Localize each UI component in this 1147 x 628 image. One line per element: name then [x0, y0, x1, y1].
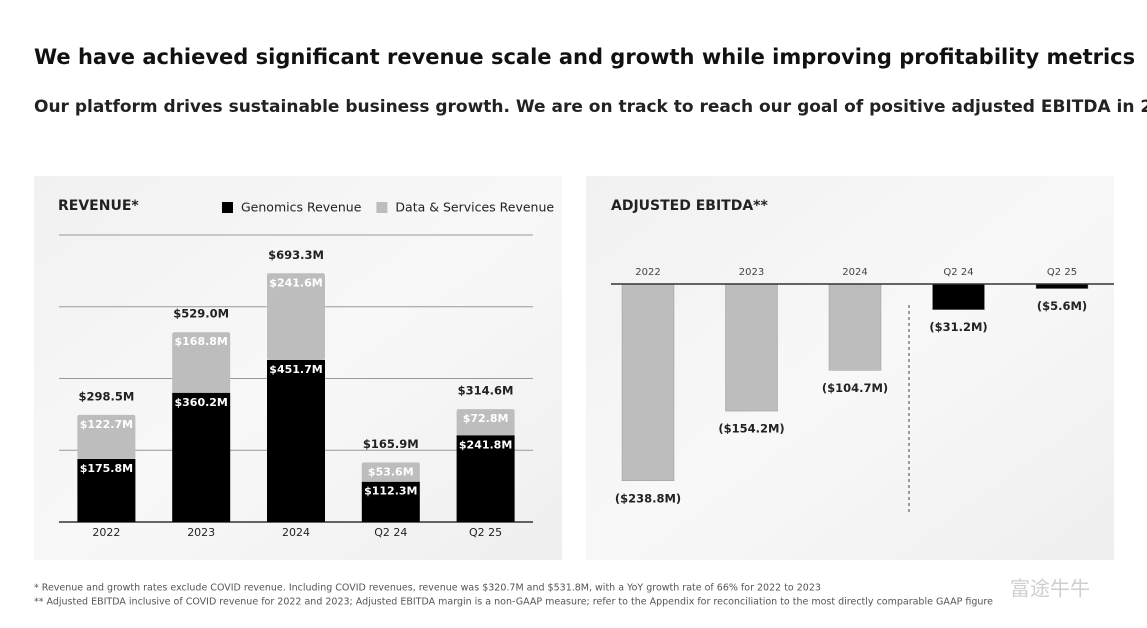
legend-label: Data & Services Revenue — [395, 200, 554, 215]
x-tick-label: 2023 — [739, 267, 764, 278]
bar — [828, 283, 882, 371]
value-label: $72.8M — [463, 412, 509, 425]
value-label: $241.8M — [459, 438, 512, 451]
value-label: ($5.6M) — [1037, 299, 1087, 313]
bar-segment — [456, 409, 515, 436]
value-label: $175.8M — [80, 462, 133, 475]
slide-subtitle: Our platform drives sustainable business… — [34, 97, 1147, 117]
bar-segment — [77, 414, 136, 459]
x-tick-label: 2023 — [187, 526, 215, 539]
x-tick-label: Q2 24 — [374, 526, 407, 539]
watermark: 富途牛牛 — [1010, 577, 1090, 601]
bar-segment — [172, 392, 231, 522]
value-label: $122.7M — [80, 418, 133, 431]
bar-segment — [267, 359, 325, 522]
bar-segment — [361, 481, 420, 522]
total-label: $693.3M — [268, 248, 324, 262]
x-tick-label: 2024 — [282, 526, 310, 539]
x-tick-label: Q2 25 — [469, 526, 502, 539]
legend-swatch — [376, 202, 388, 213]
total-label: $165.9M — [363, 437, 419, 451]
bar-segment — [361, 462, 420, 482]
value-label: ($154.2M) — [718, 422, 784, 436]
bar-segment — [172, 332, 231, 393]
chart-title: REVENUE* — [58, 198, 139, 214]
value-label: $53.6M — [368, 465, 414, 478]
total-label: $529.0M — [173, 307, 229, 321]
legend-swatch — [222, 202, 233, 213]
x-tick-label: 2022 — [92, 526, 120, 539]
x-tick-label: 2024 — [842, 267, 867, 278]
total-label: $314.6M — [458, 384, 514, 398]
value-label: $241.6M — [269, 276, 322, 289]
legend-label: Genomics Revenue — [241, 200, 362, 215]
value-label: ($238.8M) — [615, 491, 681, 505]
footnote: ** Adjusted EBITDA inclusive of COVID re… — [34, 597, 993, 608]
x-tick-label: Q2 25 — [1047, 267, 1077, 278]
footnote: * Revenue and growth rates exclude COVID… — [34, 583, 821, 594]
total-label: $298.5M — [78, 389, 134, 403]
bar — [932, 283, 985, 310]
bar-segment — [267, 273, 325, 360]
bar — [621, 283, 675, 482]
bar-segment — [77, 458, 136, 522]
slide-title: We have achieved significant revenue sca… — [34, 45, 1135, 69]
x-tick-label: 2022 — [635, 267, 660, 278]
value-label: $168.8M — [174, 335, 227, 348]
x-tick-label: Q2 24 — [943, 267, 973, 278]
bar-segment — [456, 435, 515, 522]
value-label: $112.3M — [364, 485, 417, 498]
value-label: $451.7M — [269, 363, 322, 376]
value-label: $360.2M — [174, 396, 227, 409]
value-label: ($104.7M) — [822, 381, 888, 395]
bar — [725, 283, 778, 412]
value-label: ($31.2M) — [929, 320, 987, 334]
chart-title: ADJUSTED EBITDA** — [611, 198, 768, 214]
